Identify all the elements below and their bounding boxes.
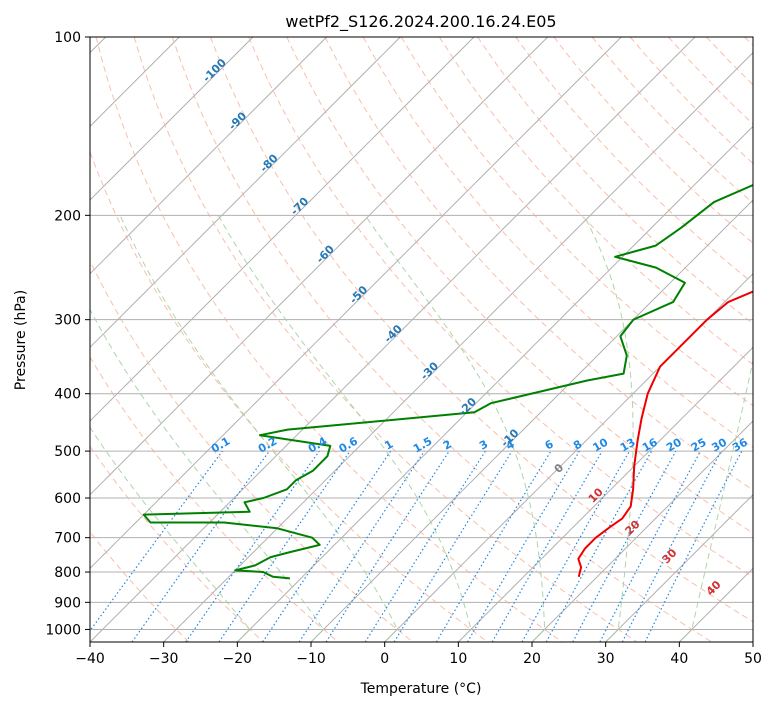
plot-background	[90, 37, 753, 642]
mixing-ratio-line	[131, 450, 270, 642]
isotherm-line	[752, 641, 753, 642]
mixing-ratio-line	[325, 450, 450, 642]
x-tick-label: −30	[149, 651, 179, 667]
x-tick-label: 40	[670, 651, 688, 667]
dry-adiabat-line	[90, 259, 414, 642]
axis-layer: −40 −30 −20 −10 0 10 20 30 40 50 100 200 300 400 500 60…	[45, 30, 762, 667]
x-tick-label: −10	[296, 651, 326, 667]
dry-adiabat-line	[477, 37, 753, 325]
dewpoint-profile-line	[142, 183, 753, 580]
moist-adiabat-line	[90, 426, 251, 642]
mixing-ratio-line	[644, 450, 743, 642]
isotherm-line	[531, 420, 753, 642]
y-tick-label: 600	[54, 491, 81, 507]
chart-title: wetPf2_S126.2024.200.16.24.E05	[285, 12, 556, 32]
dry-adiabat-line	[90, 150, 488, 642]
isotherm-line	[90, 37, 622, 570]
x-tick-label: 30	[597, 651, 615, 667]
dry-adiabat-line	[95, 37, 563, 642]
dry-adiabat-line	[286, 37, 753, 534]
isotherm-line	[90, 37, 401, 349]
y-tick-label: 800	[54, 565, 81, 581]
mixing-ratio-line	[393, 450, 513, 642]
isotherm-line	[163, 51, 753, 642]
mixing-ratio-line	[90, 450, 223, 632]
dry-adiabat-line	[210, 37, 753, 623]
dry-adiabat-line	[248, 37, 753, 578]
y-tick-label: 300	[54, 313, 81, 329]
x-tick-label: 50	[744, 651, 762, 667]
mixing-ratio-line	[521, 450, 631, 642]
isotherm-line	[236, 125, 753, 642]
y-tick-label: 1000	[45, 622, 81, 638]
isotherm-line	[310, 199, 753, 642]
mixing-ratio-line	[262, 450, 392, 642]
moist-adiabat-line	[119, 215, 398, 642]
temperature-profile-line	[577, 290, 753, 578]
mixing-ratio-line	[572, 450, 677, 642]
x-axis-label: Temperature (°C)	[360, 681, 482, 697]
plot-frame	[89, 36, 754, 643]
y-axis-label: Pressure (hPa)	[13, 290, 29, 390]
isotherm-line	[90, 37, 475, 422]
mixing-ratio-line	[185, 450, 320, 642]
grid-layer	[90, 37, 753, 642]
x-tick-label: 20	[523, 651, 541, 667]
series-layer	[142, 183, 753, 580]
y-tick-label: 100	[54, 30, 81, 46]
isotherm-line	[90, 37, 549, 496]
dry-adiabat-line	[90, 356, 339, 642]
isotherm-line	[457, 346, 753, 642]
mixing-ratio-line	[218, 450, 351, 642]
x-tick-label: −20	[223, 651, 253, 667]
mixing-ratio-line	[298, 450, 425, 642]
y-tick-label: 900	[54, 595, 81, 611]
y-tick-label: 500	[54, 444, 81, 460]
mixing-ratio-line	[545, 450, 653, 642]
x-tick-label: −40	[75, 651, 105, 667]
dry-adiabat-line	[171, 37, 712, 642]
x-tick-label: 10	[449, 651, 467, 667]
y-tick-label: 200	[54, 208, 81, 224]
dry-adiabat-line	[438, 37, 753, 366]
moist-adiabat-line	[364, 215, 546, 642]
dry-adiabat-line	[90, 445, 264, 642]
y-tick-label: 400	[54, 387, 81, 403]
y-tick-label: 700	[54, 531, 81, 547]
moist-adiabat-line	[217, 215, 472, 642]
dry-adiabat-line	[324, 37, 753, 491]
isotherm-line	[678, 567, 753, 642]
moist-adiabat-line	[678, 358, 753, 642]
dry-adiabat-line	[133, 37, 638, 642]
isotherm-line	[384, 272, 753, 642]
moist-adiabat-line	[583, 215, 634, 642]
x-tick-label: 0	[380, 651, 389, 667]
